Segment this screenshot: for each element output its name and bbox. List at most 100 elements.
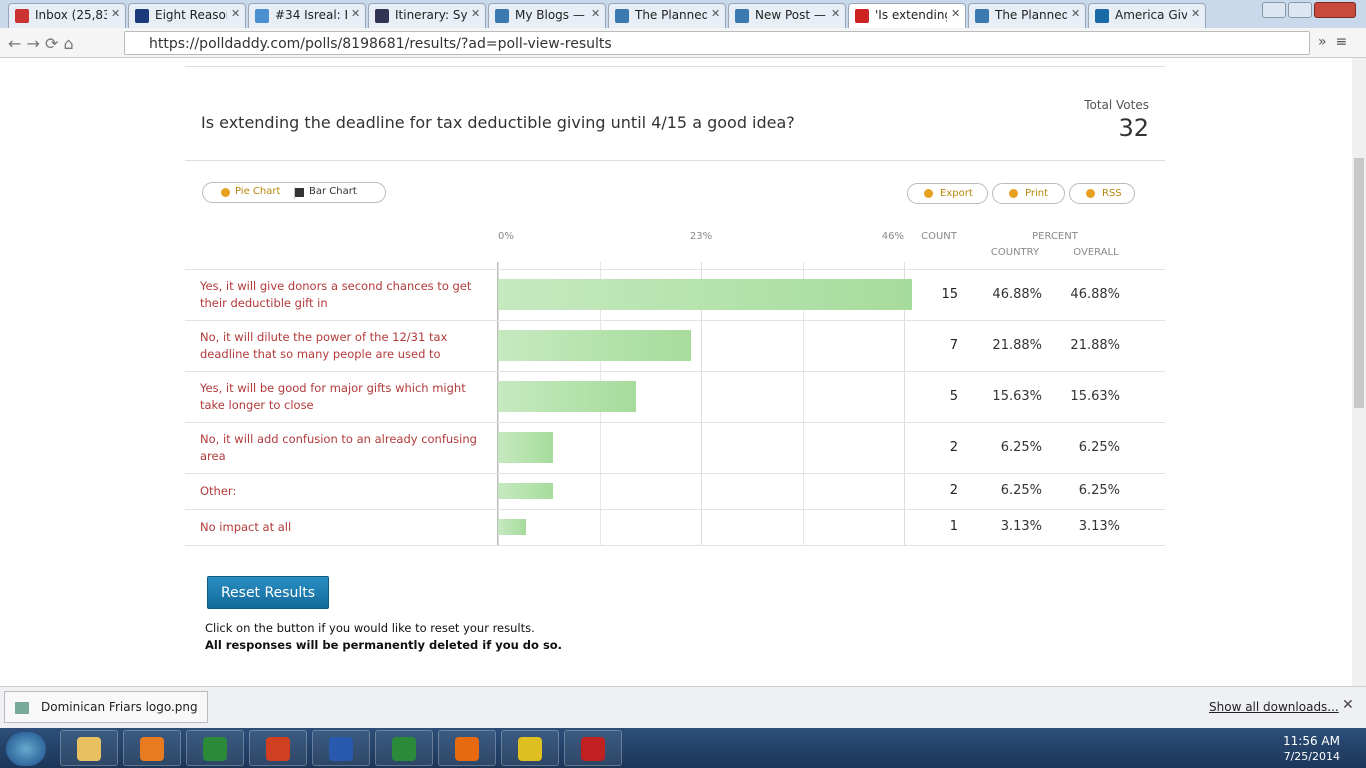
country-percent: 3.13% [1000, 519, 1042, 534]
browser-tab[interactable]: Itinerary: Syr ✕ [368, 3, 486, 28]
view-icon [221, 188, 230, 197]
reset-button[interactable]: Reset Results [207, 576, 329, 609]
top-border [185, 66, 1165, 67]
total-votes: 32 [1118, 114, 1149, 142]
poll-question: Is extending the deadline for tax deduct… [201, 113, 795, 132]
action-button[interactable]: Print [992, 183, 1065, 204]
taskbar-app[interactable] [249, 730, 307, 766]
app-icon [329, 737, 353, 761]
country-header: COUNTRY [990, 247, 1040, 258]
overall-percent: 21.88% [1070, 337, 1120, 353]
action-icon [1086, 189, 1095, 198]
tab-icon [735, 9, 749, 23]
tab-icon [255, 9, 269, 23]
address-bar[interactable]: https://polldaddy.com/polls/8198681/resu… [124, 31, 1310, 55]
browser-tab[interactable]: New Post — ✕ [728, 3, 846, 28]
tab-icon [975, 9, 989, 23]
taskbar-app[interactable] [375, 730, 433, 766]
count: 1 [949, 519, 958, 534]
nav-buttons[interactable]: ← → ⟳ ⌂ [8, 34, 74, 53]
taskbar-app[interactable] [312, 730, 370, 766]
tab-title: New Post — [755, 8, 826, 22]
tab-close[interactable]: ✕ [831, 7, 841, 20]
view-button[interactable]: Pie Chart [235, 186, 281, 197]
row-border [185, 422, 1165, 423]
tab-close[interactable]: ✕ [111, 7, 121, 20]
row-border [185, 473, 1165, 474]
app-icon [203, 737, 227, 761]
taskbar-app[interactable] [60, 730, 118, 766]
taskbar-app[interactable] [186, 730, 244, 766]
browser-tab[interactable]: My Blogs — ✕ [488, 3, 606, 28]
bar [498, 381, 636, 412]
menu-button[interactable]: » ≡ [1318, 34, 1348, 50]
scale-label: 23% [689, 231, 713, 242]
action-button[interactable]: RSS [1069, 183, 1135, 204]
country-percent: 46.88% [992, 286, 1042, 302]
action-icon [924, 189, 933, 198]
row-border [185, 371, 1165, 372]
browser-tab[interactable]: Eight Reasor ✕ [128, 3, 246, 28]
overall-percent: 6.25% [1078, 439, 1120, 455]
scale-label: 0% [498, 231, 514, 242]
browser-tab[interactable]: #34 Isreal: Ex ✕ [248, 3, 366, 28]
action-button[interactable]: Export [907, 183, 988, 204]
tab-close[interactable]: ✕ [231, 7, 241, 20]
overall-percent: 6.25% [1078, 483, 1120, 498]
grid-line [701, 262, 702, 545]
download-item[interactable]: Dominican Friars logo.png [4, 691, 208, 723]
view-button[interactable]: Bar Chart [309, 186, 357, 197]
taskbar-app[interactable] [123, 730, 181, 766]
tab-title: America Giv [1115, 8, 1187, 22]
tab-close[interactable]: ✕ [951, 7, 961, 20]
divider [185, 160, 1165, 161]
tab-close[interactable]: ✕ [1071, 7, 1081, 20]
reset-note: Click on the button if you would like to… [205, 621, 535, 635]
tab-close[interactable]: ✕ [1191, 7, 1201, 20]
answer: Other: [200, 483, 237, 498]
country-percent: 15.63% [992, 388, 1042, 404]
bar [498, 483, 554, 499]
scale-label: 46% [881, 231, 904, 242]
scroll-thumb[interactable] [1354, 158, 1364, 408]
tab-close[interactable]: ✕ [591, 7, 601, 20]
taskbar-app[interactable] [438, 730, 496, 766]
browser-tab[interactable]: The Planned ✕ [968, 3, 1086, 28]
axis-line [497, 262, 498, 545]
action-icon [1009, 189, 1018, 198]
tab-close[interactable]: ✕ [471, 7, 481, 20]
tab-title: #34 Isreal: Ex [275, 8, 347, 22]
action-label: RSS [1102, 188, 1122, 199]
close-button[interactable] [1314, 2, 1356, 18]
window-controls [1262, 2, 1358, 20]
taskbar-app[interactable] [501, 730, 559, 766]
restore-button[interactable] [1288, 2, 1312, 18]
tab-title: My Blogs — [515, 8, 585, 22]
row-border [185, 509, 1165, 510]
browser-tab[interactable]: 'Is extending ✕ [848, 3, 966, 28]
tab-title: Itinerary: Syr [395, 8, 467, 22]
minimize-button[interactable] [1262, 2, 1286, 18]
clock-time: 11:56 AM [1283, 734, 1340, 748]
close-download-bar[interactable]: ✕ [1342, 697, 1354, 713]
start-button[interactable] [6, 732, 46, 766]
tab-close[interactable]: ✕ [351, 7, 361, 20]
app-icon [581, 737, 605, 761]
scrollbar[interactable] [1352, 58, 1366, 686]
app-icon [77, 737, 101, 761]
overall-percent: 46.88% [1070, 286, 1120, 302]
tab-title: 'Is extending [875, 8, 947, 22]
tab-close[interactable]: ✕ [711, 7, 721, 20]
minor-grid-line [802, 262, 804, 545]
browser-tab[interactable]: The Planned ✕ [608, 3, 726, 28]
toolbar: ← → ⟳ ⌂ https://polldaddy.com/polls/8198… [0, 28, 1366, 58]
count-header: COUNT [921, 231, 957, 242]
url: https://polldaddy.com/polls/8198681/resu… [149, 36, 612, 52]
answer: Yes, it will give donors a second chance… [200, 278, 472, 310]
show-all-downloads[interactable]: Show all downloads... [1209, 700, 1339, 714]
taskbar-app[interactable] [564, 730, 622, 766]
browser-tab[interactable]: Inbox (25,83 ✕ [8, 3, 126, 28]
browser-tab[interactable]: America Giv ✕ [1088, 3, 1206, 28]
overall-percent: 3.13% [1078, 519, 1120, 534]
